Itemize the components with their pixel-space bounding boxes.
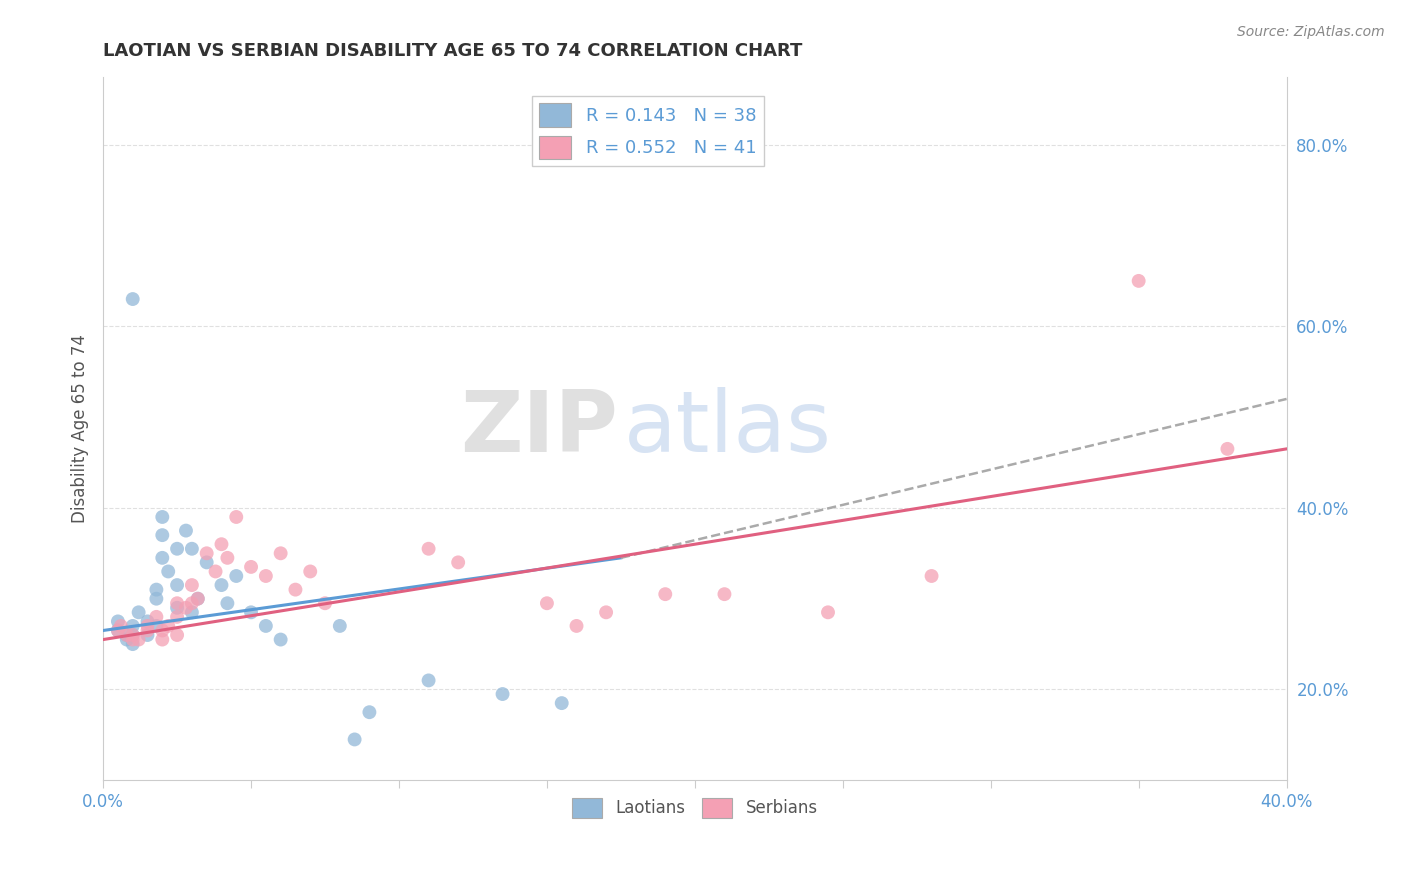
Point <box>180 541 202 556</box>
Point <box>180 605 202 619</box>
Point <box>180 596 202 610</box>
Point <box>115 628 138 642</box>
Point <box>121 632 143 647</box>
Point <box>128 605 150 619</box>
Point <box>270 632 292 647</box>
Point <box>217 596 239 610</box>
Point <box>817 605 839 619</box>
Point <box>284 582 307 597</box>
Point <box>491 687 513 701</box>
Point <box>136 628 159 642</box>
Text: Source: ZipAtlas.com: Source: ZipAtlas.com <box>1237 25 1385 39</box>
Point <box>150 632 173 647</box>
Y-axis label: Disability Age 65 to 74: Disability Age 65 to 74 <box>72 334 89 523</box>
Point <box>174 524 197 538</box>
Point <box>107 624 129 638</box>
Point <box>166 578 188 592</box>
Point <box>115 632 138 647</box>
Point <box>121 637 143 651</box>
Point <box>654 587 676 601</box>
Point <box>107 615 129 629</box>
Point <box>166 541 188 556</box>
Point <box>595 605 617 619</box>
Point <box>204 565 226 579</box>
Point <box>121 628 143 642</box>
Point <box>145 582 167 597</box>
Point <box>110 619 132 633</box>
Point <box>145 591 167 606</box>
Point <box>217 550 239 565</box>
Point <box>121 619 143 633</box>
Point <box>551 696 574 710</box>
Point <box>270 546 292 560</box>
Point <box>174 600 197 615</box>
Text: LAOTIAN VS SERBIAN DISABILITY AGE 65 TO 74 CORRELATION CHART: LAOTIAN VS SERBIAN DISABILITY AGE 65 TO … <box>103 42 803 60</box>
Point <box>145 619 167 633</box>
Point <box>195 555 218 569</box>
Point <box>166 596 188 610</box>
Point <box>166 600 188 615</box>
Point <box>1128 274 1150 288</box>
Point <box>211 578 233 592</box>
Point <box>359 705 381 719</box>
Point <box>713 587 735 601</box>
Point <box>157 565 180 579</box>
Point <box>128 632 150 647</box>
Point <box>225 569 247 583</box>
Point <box>921 569 943 583</box>
Point <box>136 619 159 633</box>
Point <box>150 550 173 565</box>
Point <box>418 541 440 556</box>
Point <box>166 610 188 624</box>
Point <box>565 619 588 633</box>
Point <box>150 510 173 524</box>
Point <box>150 528 173 542</box>
Point <box>136 624 159 638</box>
Point <box>121 292 143 306</box>
Point <box>343 732 366 747</box>
Point <box>145 610 167 624</box>
Text: atlas: atlas <box>624 387 832 470</box>
Point <box>254 619 277 633</box>
Point <box>157 619 180 633</box>
Point <box>187 591 209 606</box>
Point <box>1216 442 1239 456</box>
Point <box>150 624 173 638</box>
Text: ZIP: ZIP <box>460 387 619 470</box>
Point <box>254 569 277 583</box>
Point <box>314 596 336 610</box>
Point <box>115 628 138 642</box>
Point <box>107 624 129 638</box>
Point <box>536 596 558 610</box>
Point <box>225 510 247 524</box>
Point <box>121 628 143 642</box>
Point <box>418 673 440 688</box>
Point <box>195 546 218 560</box>
Point <box>329 619 352 633</box>
Point <box>166 628 188 642</box>
Point <box>240 605 263 619</box>
Point <box>447 555 470 569</box>
Point <box>136 615 159 629</box>
Point <box>187 591 209 606</box>
Point <box>180 578 202 592</box>
Point <box>299 565 322 579</box>
Legend: Laotians, Serbians: Laotians, Serbians <box>565 791 824 825</box>
Point <box>211 537 233 551</box>
Point <box>240 560 263 574</box>
